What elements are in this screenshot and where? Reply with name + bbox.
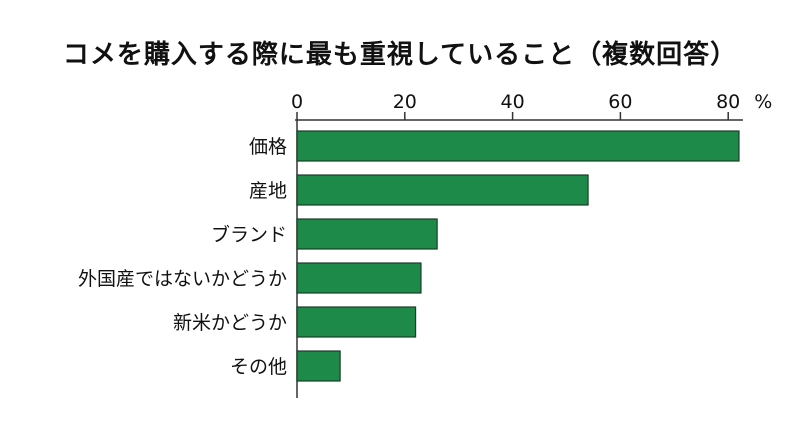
bar-2	[296, 218, 438, 250]
bar-0	[296, 130, 740, 162]
x-unit-label: %	[754, 91, 772, 113]
bar-1	[296, 174, 589, 206]
category-label-5: その他	[230, 356, 287, 378]
bar-4	[296, 306, 417, 338]
x-tick-label-0: 0	[291, 91, 303, 113]
chart-title: コメを購入する際に最も重視していること（複数回答）	[62, 40, 738, 70]
x-tick-label-20: 20	[393, 91, 417, 113]
x-tick-label-40: 40	[501, 91, 525, 113]
x-tick-label-60: 60	[608, 91, 632, 113]
bar-3	[296, 262, 422, 294]
category-label-0: 価格	[249, 136, 287, 158]
category-label-2: ブランド	[211, 223, 287, 246]
bar-5	[296, 350, 341, 382]
category-label-3: 外国産ではないかどうか	[78, 268, 287, 290]
category-label-4: 新米かどうか	[173, 312, 287, 334]
x-tick-label-80: 80	[716, 91, 740, 113]
category-label-1: 産地	[249, 180, 287, 202]
